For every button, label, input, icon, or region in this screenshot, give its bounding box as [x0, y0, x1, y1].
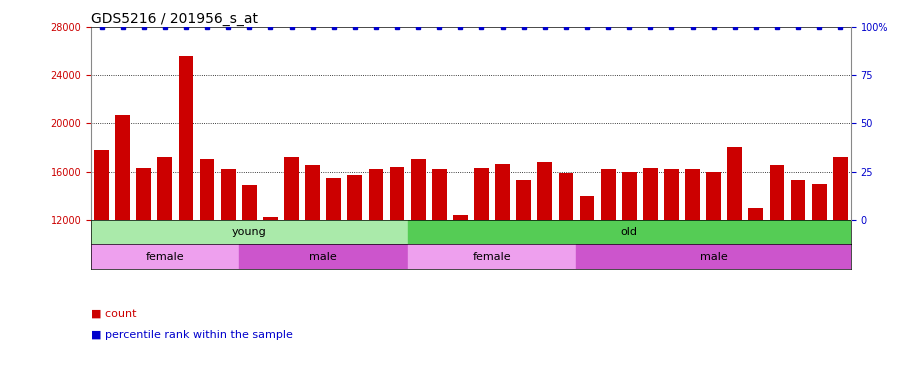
Text: male: male: [309, 252, 337, 262]
Bar: [238, 244, 408, 269]
Bar: [580, 195, 594, 364]
Text: GDS5216 / 201956_s_at: GDS5216 / 201956_s_at: [91, 12, 258, 26]
Bar: [305, 166, 320, 364]
Text: female: female: [146, 252, 184, 262]
Bar: [178, 56, 193, 364]
Bar: [474, 168, 489, 364]
Bar: [199, 159, 215, 364]
Bar: [389, 167, 404, 364]
Text: male: male: [700, 252, 727, 262]
Bar: [408, 220, 851, 244]
Bar: [408, 244, 576, 269]
Bar: [516, 180, 531, 364]
Bar: [91, 220, 408, 244]
Bar: [284, 157, 298, 364]
Text: old: old: [621, 227, 638, 237]
Bar: [369, 169, 383, 364]
Bar: [348, 175, 362, 364]
Bar: [136, 168, 151, 364]
Bar: [116, 115, 130, 364]
Bar: [664, 169, 679, 364]
Bar: [706, 172, 721, 364]
Bar: [770, 166, 784, 364]
Bar: [727, 147, 743, 364]
Bar: [94, 150, 109, 364]
Text: female: female: [472, 252, 511, 262]
Bar: [453, 215, 468, 364]
Bar: [157, 157, 172, 364]
Bar: [327, 177, 341, 364]
Bar: [91, 244, 238, 269]
Text: ■ percentile rank within the sample: ■ percentile rank within the sample: [91, 330, 293, 340]
Text: young: young: [232, 227, 267, 237]
Bar: [263, 217, 278, 364]
Bar: [643, 168, 658, 364]
Bar: [495, 164, 510, 364]
Text: ■ count: ■ count: [91, 309, 136, 319]
Bar: [410, 159, 426, 364]
Bar: [601, 169, 615, 364]
Bar: [833, 157, 848, 364]
Bar: [791, 180, 805, 364]
Bar: [242, 185, 257, 364]
Bar: [221, 169, 236, 364]
Bar: [749, 208, 763, 364]
Bar: [576, 244, 851, 269]
Bar: [685, 169, 700, 364]
Bar: [812, 184, 826, 364]
Bar: [622, 172, 637, 364]
Bar: [432, 169, 447, 364]
Bar: [559, 173, 573, 364]
Bar: [538, 162, 552, 364]
